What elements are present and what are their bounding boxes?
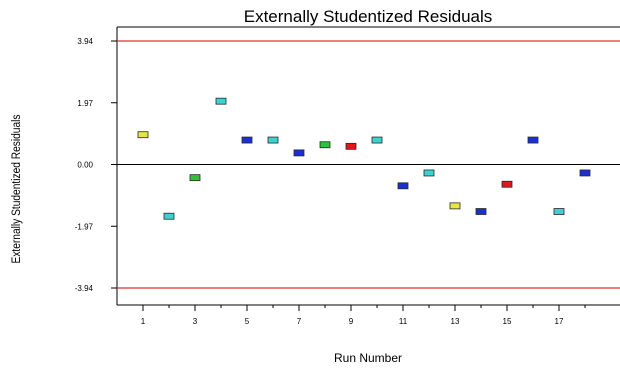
- x-axis-label: Run Number: [334, 351, 402, 365]
- data-point: [267, 136, 279, 144]
- x-tick-label: 5: [245, 317, 250, 326]
- data-point: [579, 169, 591, 177]
- data-point: [423, 169, 435, 177]
- data-point: [397, 182, 409, 190]
- x-tick-label: 15: [503, 317, 512, 326]
- data-point: [553, 208, 565, 215]
- y-tick-label: -3.94: [75, 284, 94, 293]
- x-tick-label: 13: [451, 317, 460, 326]
- data-point: [371, 136, 383, 144]
- data-point: [345, 142, 357, 150]
- x-tick-label: 1: [141, 317, 146, 326]
- y-tick-label: 3.94: [77, 37, 93, 46]
- data-point: [449, 202, 461, 210]
- x-tick-label: 7: [297, 317, 302, 326]
- x-tick-label: 17: [555, 317, 564, 326]
- x-tick-label: 3: [193, 317, 198, 326]
- y-tick-label: -1.97: [75, 222, 94, 231]
- data-point: [527, 136, 539, 144]
- y-tick-label: 0.00: [77, 161, 93, 170]
- data-point: [163, 212, 175, 220]
- data-point: [137, 131, 149, 139]
- data-point: [241, 136, 253, 144]
- data-point: [215, 97, 227, 105]
- y-axis-label: Externally Studentized Residuals: [10, 114, 23, 263]
- x-tick-label: 9: [349, 317, 354, 326]
- data-point: [475, 208, 487, 215]
- data-point: [189, 174, 201, 182]
- data-point: [293, 149, 305, 157]
- y-tick-label: 1.97: [77, 99, 93, 108]
- data-point: [319, 141, 331, 149]
- chart-title: Externally Studentized Residuals: [244, 7, 493, 26]
- x-tick-label: 11: [399, 317, 408, 326]
- data-point: [501, 180, 513, 188]
- plot-area: 3.941.970.00-1.97-3.941 3 5 7 9 11 13 15 17: [75, 26, 620, 326]
